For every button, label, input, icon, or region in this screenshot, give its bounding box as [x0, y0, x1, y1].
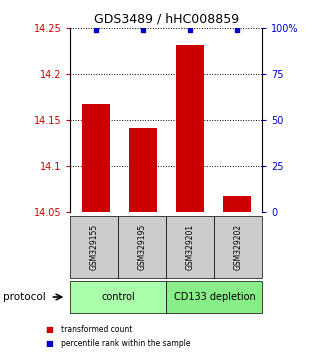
- Bar: [223, 196, 251, 212]
- Text: control: control: [101, 292, 135, 302]
- Bar: [129, 128, 157, 212]
- Text: CD133 depletion: CD133 depletion: [173, 292, 255, 302]
- Text: percentile rank within the sample: percentile rank within the sample: [61, 339, 190, 348]
- Text: ■: ■: [45, 325, 53, 335]
- Text: GSM329202: GSM329202: [234, 224, 243, 270]
- Text: ■: ■: [45, 339, 53, 348]
- Text: protocol: protocol: [3, 292, 46, 302]
- Bar: [82, 104, 110, 212]
- Text: GSM329201: GSM329201: [186, 224, 195, 270]
- Text: GDS3489 / hHC008859: GDS3489 / hHC008859: [94, 12, 239, 25]
- Text: GSM329155: GSM329155: [90, 224, 99, 270]
- Text: GSM329195: GSM329195: [138, 224, 147, 270]
- Text: transformed count: transformed count: [61, 325, 132, 335]
- Bar: [176, 45, 204, 212]
